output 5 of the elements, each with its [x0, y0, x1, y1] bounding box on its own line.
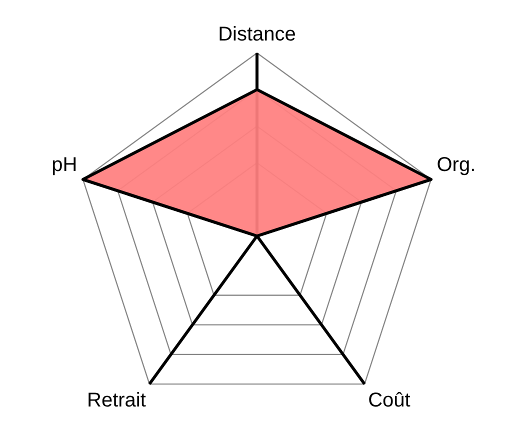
spoke-label: Coût — [368, 389, 411, 412]
spoke-label: pH — [52, 154, 78, 176]
spoke-label: Retrait — [87, 389, 146, 412]
spoke-label: Distance — [218, 24, 296, 46]
spoke-label: Org. — [436, 154, 476, 176]
